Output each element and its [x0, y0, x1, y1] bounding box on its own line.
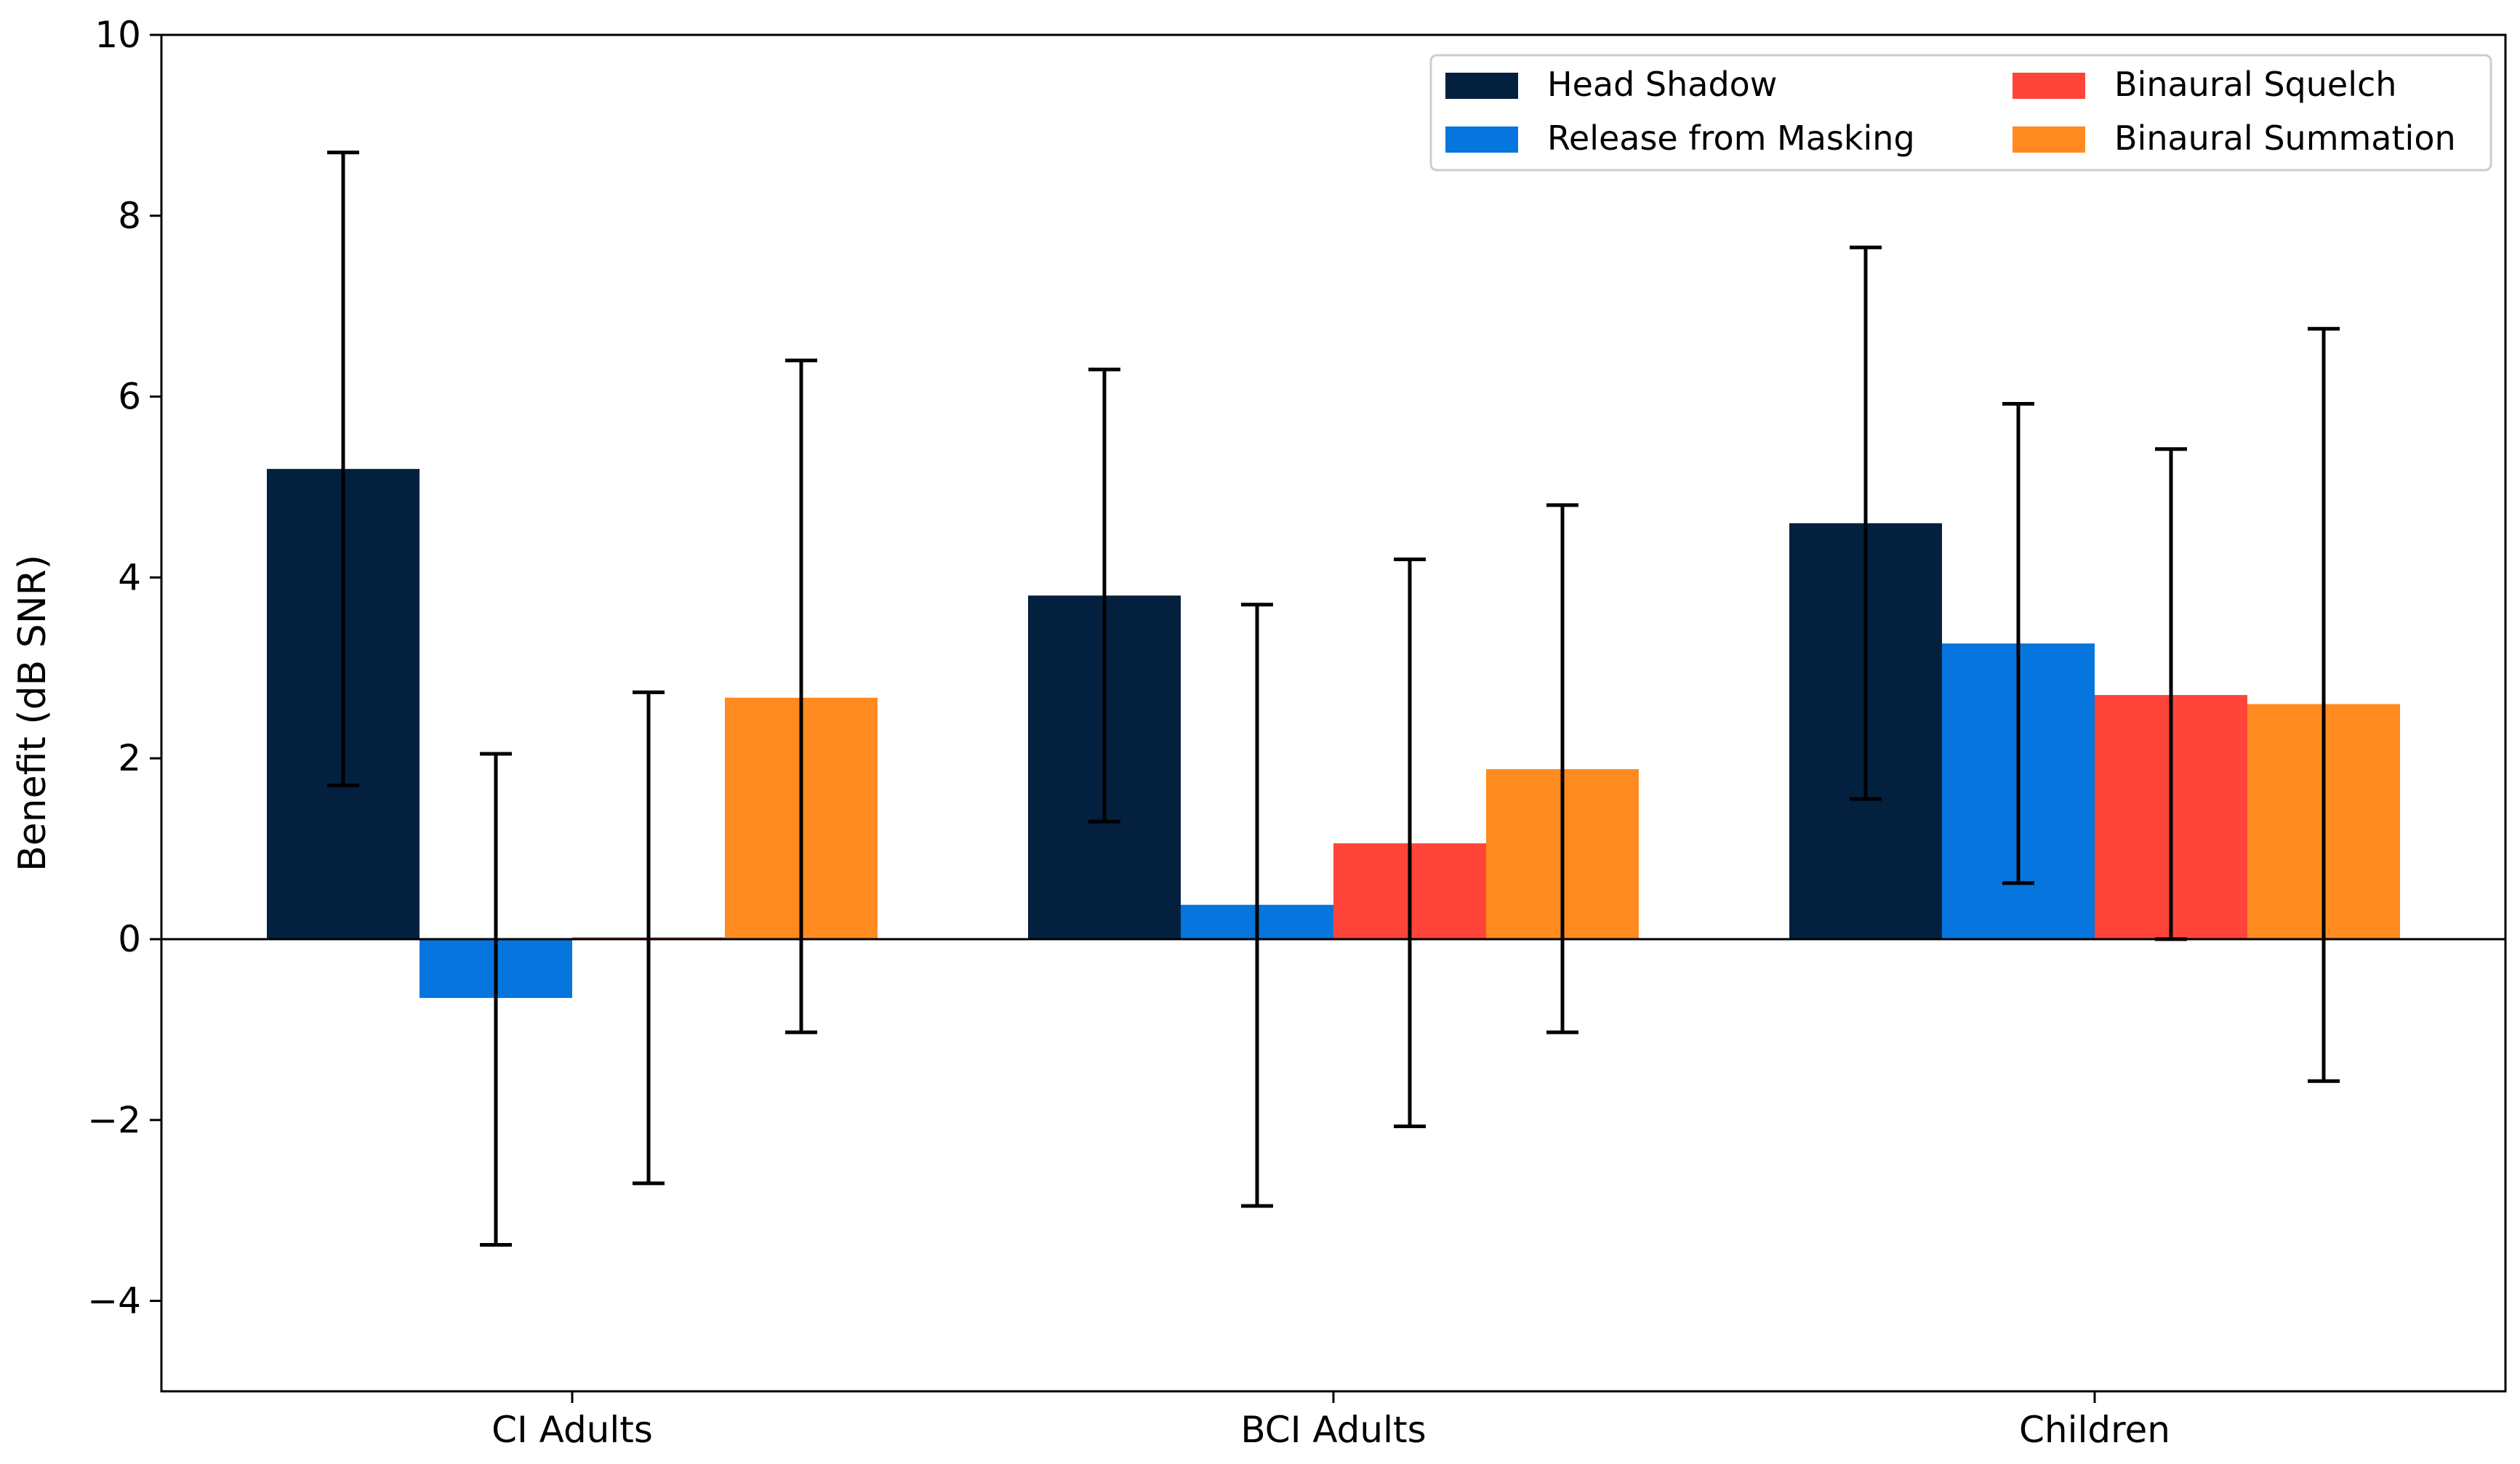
x-tick-label: Children — [2019, 1409, 2170, 1451]
legend-swatch — [2013, 126, 2085, 153]
legend-swatch — [1445, 73, 1518, 99]
y-tick-label: 6 — [118, 376, 141, 418]
y-tick-label: 10 — [95, 14, 141, 56]
legend-label: Head Shadow — [1547, 65, 1777, 104]
y-tick-label: 2 — [118, 737, 141, 779]
y-tick-label: 4 — [118, 556, 141, 598]
y-tick-label: −4 — [87, 1280, 141, 1322]
x-axis: CI Adults BCI Adults Children — [491, 1391, 2170, 1451]
legend-swatch — [1445, 126, 1518, 153]
legend-label: Binaural Squelch — [2114, 65, 2396, 104]
x-tick-label: BCI Adults — [1240, 1409, 1426, 1451]
y-tick-label: −2 — [87, 1099, 141, 1141]
y-axis: −4 −2 0 2 4 6 8 10 — [87, 14, 161, 1322]
y-axis-label: Benefit (dB SNR) — [11, 555, 55, 872]
legend-label: Binaural Summation — [2114, 118, 2456, 158]
legend-label: Release from Masking — [1547, 118, 1915, 158]
y-tick-label: 0 — [118, 918, 141, 960]
legend: Head Shadow Release from Masking Binaural … — [1429, 54, 2492, 172]
legend-swatch — [2013, 73, 2085, 99]
x-tick-label: CI Adults — [491, 1409, 653, 1451]
y-tick-label: 8 — [118, 195, 141, 237]
error-bars-layer — [327, 150, 2340, 1247]
legend-box — [1429, 54, 2492, 172]
